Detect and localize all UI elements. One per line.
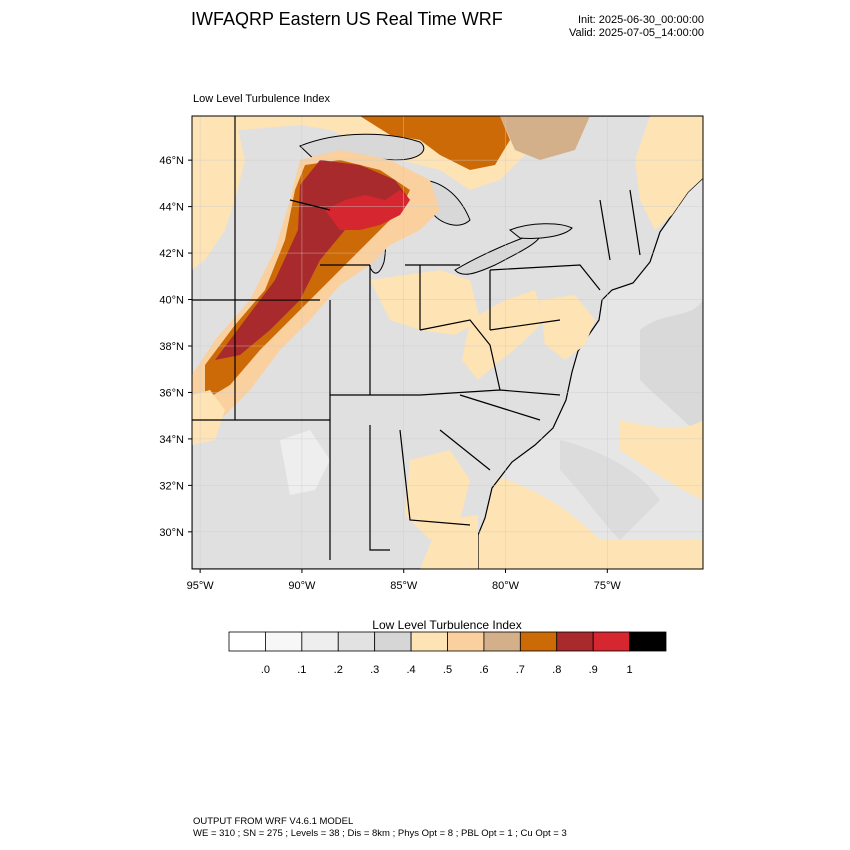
legend-label: .8: [552, 664, 561, 676]
lon-tick-label: 75°W: [594, 580, 622, 592]
legend-boxes: [228, 631, 667, 652]
ohio-valley-band: [370, 270, 480, 335]
lat-axis: 30°N 32°N 34°N 36°N 38°N 40°N 42°N 44°N 46°N: [159, 155, 192, 539]
legend-label: .5: [443, 664, 452, 676]
border-oh-wv: [419, 319, 501, 391]
valid-time: Valid: 2025-07-05_14:00:00: [569, 27, 704, 39]
lat-tick-label: 40°N: [159, 295, 184, 307]
delta-low-band: [280, 430, 330, 495]
legend-label: 1: [627, 664, 633, 676]
legend-labels: .0 .1 .2 .3 .4 .5 .6 .7 .8 .9 1: [261, 664, 633, 676]
quebec-band-07: [500, 116, 590, 160]
border-ny-pa: [489, 264, 601, 291]
state-boundaries: [192, 116, 641, 560]
legend-label: .1: [297, 664, 306, 676]
border-tn-ky-line: [329, 389, 561, 420]
band-10-region: [325, 190, 410, 230]
ontario-band-08: [360, 116, 510, 170]
map-area: [192, 116, 703, 569]
legend-box: [483, 631, 521, 652]
lon-axis: 95°W 90°W 85°W 80°W 75°W: [187, 569, 622, 592]
legend-box: [374, 631, 412, 652]
border-vt-ny: [599, 199, 611, 261]
border-mn-wi: [289, 199, 331, 211]
field-title: Low Level Turbulence Index: [193, 93, 330, 105]
legend-label: .7: [516, 664, 525, 676]
lon-tick-label: 85°W: [390, 580, 418, 592]
legend-box: [265, 631, 303, 652]
lon-tick-label: 80°W: [492, 580, 520, 592]
mid-atlantic-band: [540, 295, 595, 360]
footer-model-line: OUTPUT FROM WRF V4.6.1 MODEL: [193, 816, 354, 827]
legend-box: [410, 631, 448, 652]
border-ms-al: [369, 425, 390, 551]
plains-north-band: [192, 116, 245, 270]
border-nc-sc: [459, 394, 541, 421]
border-pa-md: [489, 319, 561, 331]
maine-region: [635, 116, 703, 230]
legend-title: Low Level Turbulence Index: [372, 618, 521, 632]
ocean-band-05-east: [620, 420, 703, 500]
legend-box: [301, 631, 339, 652]
border-nh-me: [629, 189, 641, 256]
lat-tick-label: 32°N: [159, 480, 184, 492]
main-title: IWFAQRP Eastern US Real Time WRF: [191, 9, 503, 29]
lat-tick-label: 38°N: [159, 341, 184, 353]
lat-tick-label: 44°N: [159, 202, 184, 214]
lon-tick-label: 90°W: [288, 580, 316, 592]
appalachian-band: [462, 290, 545, 380]
ocean-shade-mid: [560, 440, 660, 540]
lake-ontario: [509, 223, 573, 239]
legend-label: .3: [370, 664, 379, 676]
ocean-shade-north: [640, 300, 703, 440]
lat-tick-label: 34°N: [159, 434, 184, 446]
border-al-ga: [399, 429, 471, 526]
legend-label: .6: [479, 664, 488, 676]
legend-label: .9: [589, 664, 598, 676]
legend-bar: Low Level Turbulence Index .0 .1 .2 .3 .4 .5.…: [228, 618, 667, 676]
legend-box: [337, 631, 376, 652]
init-time: Init: 2025-06-30_00:00:00: [578, 14, 704, 26]
legend-label: .0: [261, 664, 270, 676]
border-ga-sc: [439, 429, 491, 471]
legend-box: [556, 631, 594, 652]
graticule: [192, 116, 703, 569]
legend-box: [228, 631, 266, 652]
legend-label: .2: [334, 664, 343, 676]
lat-tick-label: 30°N: [159, 527, 184, 539]
lon-tick-label: 95°W: [187, 580, 215, 592]
ocean-band-05-south: [470, 470, 703, 569]
florida-panhandle-band: [420, 515, 478, 569]
lat-tick-label: 36°N: [159, 387, 184, 399]
lat-tick-label: 42°N: [159, 248, 184, 260]
legend-label: .4: [406, 664, 415, 676]
legend-box: [629, 631, 667, 652]
map-frame: [191, 115, 704, 570]
legend-box: [447, 631, 485, 652]
legend-box: [519, 631, 558, 652]
georgia-band: [405, 450, 470, 540]
legend-box: [592, 631, 630, 652]
footer-config-line: WE = 310 ; SN = 275 ; Levels = 38 ; Dis …: [193, 828, 567, 839]
lat-tick-label: 46°N: [159, 155, 184, 167]
